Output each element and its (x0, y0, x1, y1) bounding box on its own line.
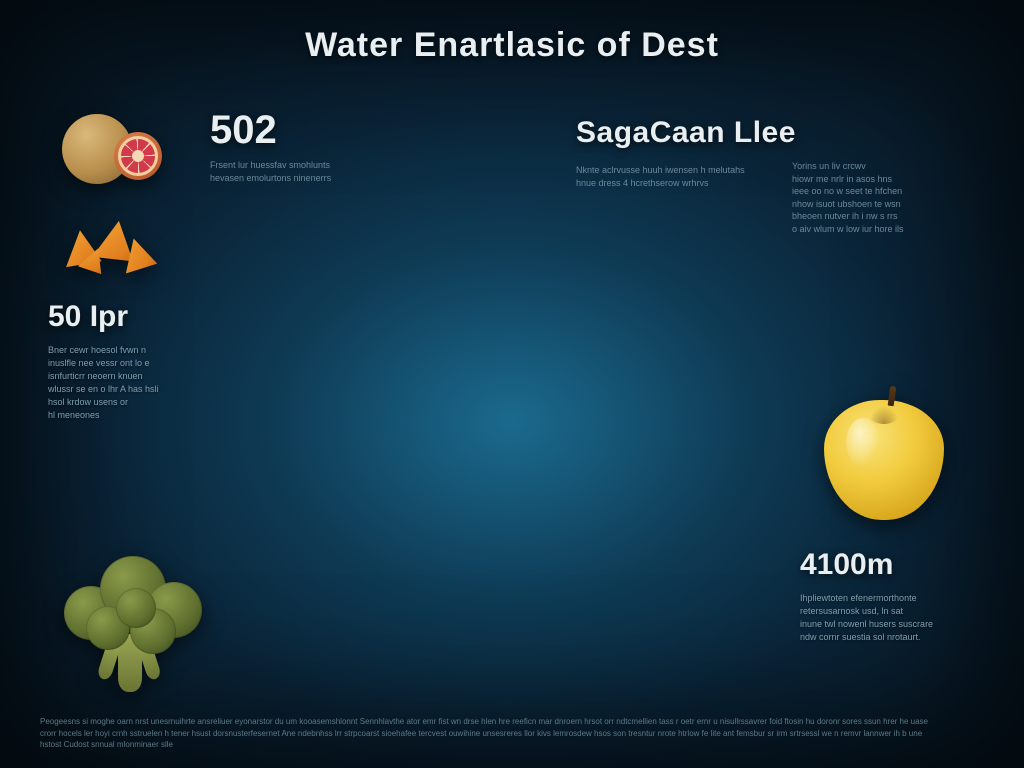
stat-50ipr-line-2: isnfurticrr neoern knuen (48, 370, 238, 383)
right-caption-left: Nknte aclrvusse huuh iwensen h melutahs … (576, 164, 766, 189)
right-caption-right-0: Yorins un liv crcwv (792, 160, 982, 173)
right-caption-right-5: o aiv wlum w low iur hore ils (792, 223, 982, 236)
stat-502-caption-1: Frsent lur huessfav smohlunts (210, 159, 430, 172)
stat-50ipr-line-1: inuslfle nee vessr ont lo e (48, 357, 238, 370)
right-caption-right-3: nhow isuot ubshoen te wsn (792, 198, 982, 211)
stat-502-value: 502 (210, 108, 430, 153)
page-title: Water Enartlasic of Dest (0, 26, 1024, 65)
stat-50ipr-line-0: Bner cewr hoesol fvwn n (48, 344, 238, 357)
stat-50ipr-line-3: wlussr se en o lhr A has hsli (48, 383, 238, 396)
right-caption-left-1: hnue dress 4 hcrethserow wrhrvs (576, 177, 766, 190)
stat-50ipr: 50 Ipr Bner cewr hoesol fvwn n inuslfle … (48, 300, 238, 422)
right-heading: SagaCaan Llee (576, 116, 796, 150)
right-caption-right: Yorins un liv crcwv hiowr me nrlr in aso… (792, 160, 982, 236)
footer-line-1: crorr hocels ler hoyi crnh sstruelen h t… (40, 728, 984, 739)
footer-line-0: Peogeesns si moghe oarn nrst unesrnuihrt… (40, 716, 984, 727)
stat-4100m: 4100m Ihpliewtoten efenermorthonte reter… (800, 548, 1000, 644)
stat-4100m-line-1: retersusarnosk usd, ln sat (800, 605, 1000, 618)
footer-text: Peogeesns si moghe oarn nrst unesrnuihrt… (40, 716, 984, 750)
stat-50ipr-line-4: hsol krdow usens or (48, 396, 238, 409)
stat-4100m-line-0: Ihpliewtoten efenermorthonte (800, 592, 1000, 605)
stat-4100m-line-3: ndw cornr suestia sol nrotaurt. (800, 631, 1000, 644)
melon-illustration (62, 108, 182, 198)
right-caption-left-0: Nknte aclrvusse huuh iwensen h melutahs (576, 164, 766, 177)
right-caption-right-4: bheoen nutver ih i nw s rrs (792, 210, 982, 223)
stat-502: 502 Frsent lur huessfav smohlunts hevase… (210, 108, 430, 184)
stat-4100m-line-2: inune twl nowenl husers suscrare (800, 618, 1000, 631)
right-caption-right-1: hiowr me nrlr in asos hns (792, 173, 982, 186)
pumpkin-chunks-illustration (56, 212, 166, 282)
broccoli-illustration (46, 538, 216, 708)
stat-50ipr-line-5: hl meneones (48, 409, 238, 422)
stat-50ipr-value: 50 Ipr (48, 300, 238, 334)
stat-4100m-value: 4100m (800, 548, 1000, 582)
right-caption-right-2: ieee oo no w seet te hfchen (792, 185, 982, 198)
footer-line-2: hstost Cudost snnual mlonminaer slle (40, 739, 984, 750)
stat-502-caption-2: hevasen emolurtons ninenerrs (210, 172, 430, 185)
apple-illustration (824, 400, 954, 540)
